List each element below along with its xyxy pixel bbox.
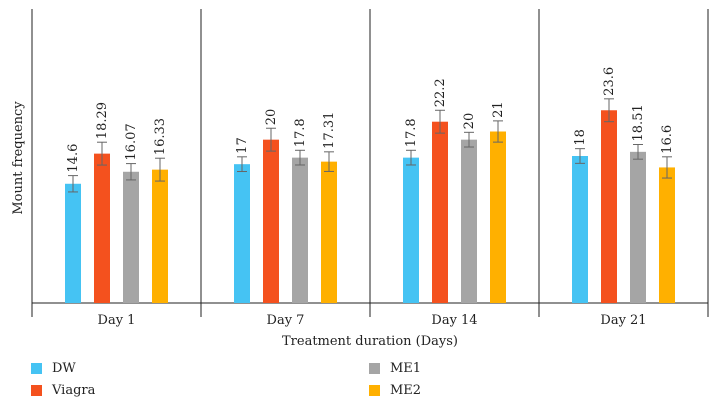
legend-swatch-me1 — [369, 363, 380, 374]
y-axis-label: Mount frequency — [11, 101, 26, 215]
bars-layer: 14.6 18.29 16.07 16.33 17 20 17.8 17.31 17.8 22.2… — [65, 67, 675, 304]
x-tick-label: Day 14 — [431, 313, 477, 328]
x-tick-label: Day 21 — [600, 313, 646, 328]
bar — [461, 139, 477, 303]
plot-frame — [31, 9, 709, 317]
legend-label-viagra: Viagra — [52, 383, 96, 398]
legend-swatch-viagra — [31, 385, 42, 396]
data-label: 16.07 — [124, 123, 139, 160]
data-label: 17.8 — [404, 118, 419, 147]
legend-swatch-me2 — [369, 385, 380, 396]
bar — [403, 157, 419, 303]
legend-label-me2: ME2 — [390, 383, 422, 398]
bar — [601, 110, 617, 304]
legend-swatch-dw — [31, 363, 42, 374]
legend-item-me2: ME2 — [369, 383, 421, 398]
bar — [321, 161, 337, 303]
bar — [432, 121, 448, 303]
x-tick-label: Day 7 — [267, 313, 305, 328]
data-label: 18.29 — [95, 102, 110, 139]
legend-item-viagra: Viagra — [31, 383, 95, 398]
data-label: 22.2 — [433, 78, 448, 107]
legend-item-me1: ME1 — [369, 361, 421, 376]
bar — [572, 156, 588, 303]
bar — [94, 153, 110, 303]
bar — [123, 171, 139, 303]
data-label: 20 — [264, 109, 279, 126]
data-label: 23.6 — [602, 67, 617, 96]
bar — [292, 157, 308, 303]
bar — [234, 164, 250, 303]
legend-label-me1: ME1 — [390, 361, 422, 376]
data-label: 17.31 — [322, 112, 337, 149]
data-label: 16.33 — [153, 118, 168, 155]
bar — [490, 131, 506, 303]
data-label: 14.6 — [66, 144, 81, 173]
x-tick-label: Day 1 — [98, 313, 136, 328]
data-label: 17 — [235, 137, 250, 154]
bar — [659, 167, 675, 303]
data-label: 21 — [491, 101, 506, 118]
data-label: 16.6 — [660, 125, 675, 154]
data-label: 18 — [573, 129, 588, 146]
bar — [630, 151, 646, 303]
x-axis-label: Treatment duration (Days) — [282, 334, 458, 349]
bar — [263, 139, 279, 303]
data-label: 18.51 — [631, 104, 646, 141]
legend-item-dw: DW — [31, 361, 76, 376]
x-tick-labels: Day 1 Day 7 Day 14 Day 21 — [98, 313, 647, 328]
bar — [152, 169, 168, 303]
data-label: 20 — [462, 113, 477, 130]
data-label: 17.8 — [293, 118, 308, 147]
bar — [65, 183, 81, 303]
legend-label-dw: DW — [52, 361, 76, 376]
